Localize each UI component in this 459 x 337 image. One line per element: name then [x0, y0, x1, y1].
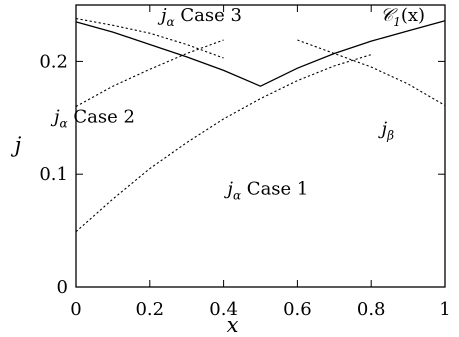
annotation-label: jβ: [378, 119, 395, 143]
y-tick-label: 0.1: [39, 164, 68, 185]
x-tick-label: 0.2: [135, 299, 164, 320]
annotation-suffix: (x): [401, 5, 425, 26]
y-tick-label: 0: [57, 277, 68, 298]
series-line-3: [75, 39, 224, 107]
annotation-subscript: 1: [393, 15, 401, 29]
annotation-subscript: β: [386, 129, 394, 143]
x-tick-label: 1: [439, 299, 450, 320]
y-axis-label: j: [11, 133, 22, 157]
plot-frame-group: [75, 4, 446, 288]
annotation-base: j: [378, 119, 388, 140]
x-tick-label: 0.6: [283, 299, 312, 320]
annotation-base: j: [50, 106, 60, 127]
series-line-4: [75, 17, 224, 59]
x-tick-label: 0: [70, 299, 81, 320]
annotation-subscript: α: [60, 116, 68, 130]
x-tick-label: 0.8: [357, 299, 386, 320]
y-tick-label: 0.2: [39, 51, 68, 72]
annotation-label: jα Case 1: [223, 179, 308, 203]
annotation-suffix: Case 2: [68, 106, 135, 127]
annotation-subscript: α: [233, 189, 241, 203]
annotation-label: 𝒞1(x): [380, 5, 425, 29]
x-tick-label: 0.4: [209, 299, 238, 320]
ticks: [75, 5, 446, 288]
x-tick-labels: 0 0.2 0.4 0.6 0.8 1: [70, 299, 450, 320]
series-line-1: [75, 20, 446, 87]
annotation-base: j: [223, 179, 233, 200]
annotation-base: j: [157, 5, 167, 26]
series-lines: [75, 17, 446, 233]
y-tick-labels: 0 0.1 0.2: [39, 51, 68, 298]
plot-frame: [75, 4, 446, 288]
annotation-suffix: Case 1: [241, 179, 308, 200]
x-axis-label: x: [227, 313, 239, 337]
annotation-label: jα Case 2: [50, 106, 135, 130]
series-line-2: [75, 54, 372, 233]
series-line-5: [297, 39, 446, 106]
annotation-label: jα Case 3: [157, 5, 242, 29]
annotation-subscript: α: [167, 15, 175, 29]
annotation-suffix: Case 3: [175, 5, 242, 26]
